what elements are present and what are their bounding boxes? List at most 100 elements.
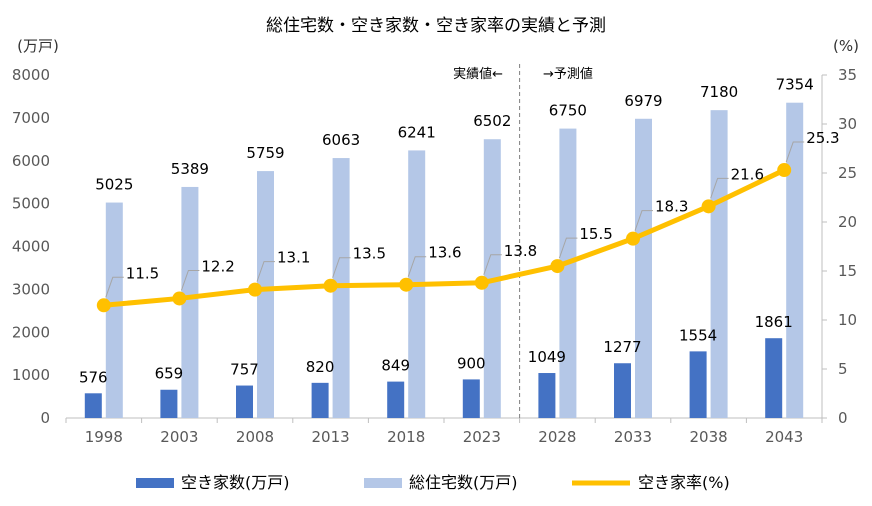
left-tick-label: 2000	[12, 323, 50, 341]
line-layer	[96, 163, 792, 313]
rate-point	[323, 278, 338, 293]
left-tick-label: 8000	[12, 66, 50, 84]
bar-vacant-houses	[765, 338, 783, 418]
right-tick-label: 30	[838, 115, 857, 133]
label-total-houses: 6979	[624, 92, 662, 110]
legend-total-houses: 総住宅数(万戸)	[364, 473, 518, 492]
rate-point	[777, 163, 792, 178]
label-vacant-houses: 1277	[603, 338, 641, 356]
x-tick-label: 2033	[614, 428, 652, 446]
bar-vacant-houses	[311, 382, 329, 418]
rate-leader-line	[407, 256, 427, 277]
right-tick-label: 15	[838, 262, 857, 280]
legend-label: 空き家数(万戸)	[181, 473, 290, 492]
label-vacant-houses: 1861	[755, 313, 793, 331]
rate-leader-line	[105, 276, 124, 298]
bar-vacant-houses	[160, 389, 178, 418]
x-tick-label: 2028	[538, 428, 576, 446]
label-vacant-houses: 849	[381, 357, 410, 375]
x-tick-label: 2043	[765, 428, 803, 446]
bar-total-houses	[635, 118, 652, 418]
label-vacancy-rate: 13.8	[504, 242, 537, 260]
bar-total-houses	[786, 102, 804, 418]
rate-leader-line	[785, 141, 805, 163]
bar-vacant-houses	[614, 363, 631, 418]
label-total-houses: 5389	[171, 160, 209, 178]
label-total-houses: 5025	[95, 176, 133, 194]
bar-vacant-houses	[462, 379, 480, 418]
right-tick-label: 10	[838, 311, 857, 329]
left-tick-label: 6000	[12, 152, 50, 170]
actual-annotation: 実績値←	[453, 66, 503, 82]
label-vacant-houses: 576	[79, 368, 108, 386]
legend-swatch	[364, 478, 402, 488]
left-tick-label: 4000	[12, 238, 50, 256]
label-vacant-houses: 1554	[679, 326, 717, 344]
right-tick-label: 20	[838, 213, 857, 231]
bar-total-houses	[257, 171, 274, 418]
label-total-houses: 6241	[398, 123, 436, 141]
label-vacant-houses: 757	[230, 361, 259, 379]
rate-point	[96, 298, 111, 313]
bar-vacant-houses	[84, 393, 102, 418]
rate-point	[172, 291, 187, 306]
bar-total-houses	[181, 186, 199, 418]
bar-vacant-houses	[236, 385, 253, 418]
rate-leader-line	[256, 261, 275, 282]
forecast-annotation: →予測値	[543, 66, 593, 82]
legend-label: 総住宅数(万戸)	[409, 473, 518, 492]
rate-point	[474, 275, 489, 290]
rate-leader-line	[634, 210, 653, 231]
rate-leader-line	[180, 269, 200, 291]
chart-title: 総住宅数・空き家数・空き家率の実績と予測	[266, 16, 606, 36]
rate-point	[248, 282, 262, 297]
label-total-houses: 7180	[700, 83, 738, 101]
label-vacancy-rate: 12.2	[201, 257, 234, 275]
label-total-houses: 6750	[549, 102, 587, 120]
label-vacancy-rate: 11.5	[126, 264, 159, 282]
left-tick-label: 1000	[12, 366, 50, 384]
bar-vacant-houses	[538, 373, 556, 418]
right-tick-label: 0	[838, 409, 848, 427]
bar-total-houses	[710, 110, 728, 418]
bar-total-houses	[559, 128, 577, 418]
legend-label: 空き家率(%)	[638, 473, 730, 492]
rate-leader-line	[483, 254, 502, 275]
label-total-houses: 5759	[246, 144, 284, 162]
rate-leader-line	[558, 237, 578, 259]
label-total-houses: 6502	[473, 112, 511, 130]
right-tick-label: 35	[838, 66, 857, 84]
rate-leader-line	[332, 257, 351, 278]
rate-point	[550, 259, 565, 274]
label-total-houses: 7354	[776, 76, 814, 94]
label-vacancy-rate: 15.5	[579, 225, 612, 243]
axes-layer: 0 1000 2000 3000 4000 5000 6000 7000 8000 0 5 10 15 2…	[12, 64, 857, 446]
x-tick-label: 2038	[690, 428, 728, 446]
legend: 空き家数(万戸) 総住宅数(万戸) 空き家率(%)	[136, 473, 730, 492]
x-tick-label: 2003	[160, 428, 198, 446]
x-tick-label: 2023	[463, 428, 501, 446]
label-total-houses: 6063	[322, 131, 360, 149]
left-tick-label: 7000	[12, 109, 50, 127]
left-axis-unit: (万戸)	[17, 37, 59, 55]
x-tick-label: 2008	[236, 428, 274, 446]
right-axis-unit: (%)	[833, 37, 859, 55]
legend-vacancy-rate: 空き家率(%)	[572, 473, 730, 492]
left-tick-label: 0	[40, 409, 50, 427]
label-vacancy-rate: 25.3	[806, 129, 839, 147]
bar-vacant-houses	[387, 381, 405, 418]
rate-point	[399, 277, 414, 292]
label-vacancy-rate: 18.3	[655, 198, 688, 216]
labels-layer: 576 5025 659 5389 757 5759 820 6063 849 6241 900 65…	[79, 76, 840, 387]
label-vacant-houses: 1049	[528, 348, 566, 366]
label-vacancy-rate: 13.6	[428, 244, 461, 262]
label-vacancy-rate: 13.1	[277, 249, 310, 267]
legend-vacant-houses: 空き家数(万戸)	[136, 473, 290, 492]
rate-point	[701, 199, 716, 214]
right-tick-label: 5	[838, 360, 848, 378]
label-vacant-houses: 820	[306, 358, 335, 376]
label-vacancy-rate: 13.5	[353, 245, 386, 263]
rate-leader-line	[710, 177, 729, 199]
